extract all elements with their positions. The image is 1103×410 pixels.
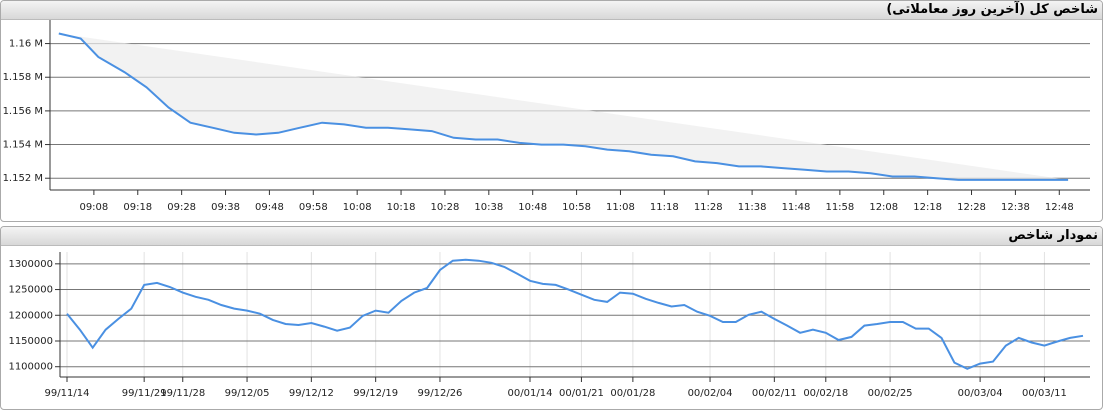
x-tick-label: 09:48 (255, 202, 284, 213)
x-tick-label: 99/11/21 (122, 388, 167, 399)
x-tick-label: 09:08 (79, 202, 108, 213)
y-tick-label: 1.152 M (3, 173, 43, 184)
x-tick-label: 10:08 (343, 202, 372, 213)
x-tick-label: 99/12/19 (353, 388, 398, 399)
x-tick-label: 00/02/11 (752, 388, 797, 399)
x-tick-label: 99/12/12 (289, 388, 334, 399)
y-tick-label: 1150000 (8, 336, 53, 347)
x-tick-label: 10:38 (474, 202, 503, 213)
x-tick-label: 00/01/21 (559, 388, 604, 399)
x-tick-label: 99/11/28 (160, 388, 205, 399)
x-tick-label: 10:18 (387, 202, 416, 213)
panel: نمودار شاخص (0, 226, 1103, 410)
y-tick-label: 1200000 (8, 310, 53, 321)
x-tick-label: 00/03/11 (1022, 388, 1067, 399)
y-tick-label: 1100000 (8, 362, 53, 373)
panel-title: نمودار شاخص (1, 227, 1102, 246)
x-tick-label: 99/11/14 (45, 388, 90, 399)
x-tick-label: 12:48 (1045, 202, 1074, 213)
x-tick-label: 12:18 (913, 202, 942, 213)
series-line (58, 32, 1069, 181)
x-tick-label: 10:58 (562, 202, 591, 213)
x-tick-label: 09:18 (123, 202, 152, 213)
series-line (66, 258, 1084, 370)
x-tick-label: 12:28 (957, 202, 986, 213)
y-tick-label: 1.158 M (3, 72, 43, 83)
panel-title: شاخص کل (آخرین روز معاملاتی) (1, 1, 1102, 20)
x-tick-label: 99/12/26 (418, 388, 463, 399)
y-tick-label: 1.156 M (3, 106, 43, 117)
x-tick-label: 09:58 (299, 202, 328, 213)
x-tick-label: 00/01/14 (508, 388, 553, 399)
y-tick-label: 1.16 M (9, 39, 43, 50)
range-shade (58, 33, 1069, 180)
x-tick-label: 12:08 (869, 202, 898, 213)
x-tick-label: 00/02/25 (868, 388, 913, 399)
x-tick-label: 11:38 (738, 202, 767, 213)
y-tick-label: 1250000 (8, 285, 53, 296)
x-tick-label: 11:48 (782, 202, 811, 213)
x-tick-label: 00/01/28 (610, 388, 655, 399)
x-tick-label: 10:48 (518, 202, 547, 213)
x-tick-label: 09:28 (167, 202, 196, 213)
x-tick-label: 00/02/04 (688, 388, 733, 399)
x-tick-label: 12:38 (1001, 202, 1030, 213)
x-tick-label: 00/03/04 (958, 388, 1003, 399)
x-tick-label: 11:18 (650, 202, 679, 213)
x-tick-label: 11:28 (694, 202, 723, 213)
x-tick-label: 99/12/05 (225, 388, 270, 399)
y-tick-label: 1300000 (8, 259, 53, 270)
x-tick-label: 11:08 (606, 202, 635, 213)
x-tick-label: 00/02/18 (803, 388, 848, 399)
x-tick-label: 11:58 (825, 202, 854, 213)
x-tick-label: 09:38 (211, 202, 240, 213)
y-tick-label: 1.154 M (3, 140, 43, 151)
x-tick-label: 10:28 (431, 202, 460, 213)
